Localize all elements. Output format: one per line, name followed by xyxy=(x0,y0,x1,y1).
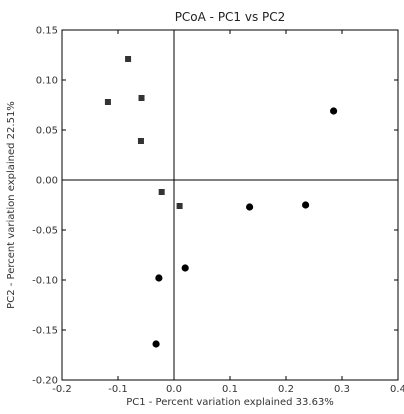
x-axis-label: PC1 - Percent variation explained 33.63% xyxy=(126,397,334,408)
x-tick-label: 0.4 xyxy=(390,384,404,395)
x-tick-label: 0.0 xyxy=(166,384,182,395)
circle-data-point xyxy=(330,107,338,115)
square-data-point xyxy=(138,95,145,101)
data-points xyxy=(104,56,338,348)
x-tick-label: -0.2 xyxy=(52,384,72,395)
x-tick-label: 0.3 xyxy=(334,384,350,395)
y-tick-label: 0.05 xyxy=(36,126,58,137)
circle-data-point xyxy=(302,201,310,209)
y-tick-label: 0.15 xyxy=(36,26,58,37)
y-axis-ticks: -0.20 -0.15 -0.10 -0.05 0.00 0.05 0.10 0.15 xyxy=(32,26,398,387)
x-tick-label: 0.1 xyxy=(222,384,238,395)
square-data-point xyxy=(125,56,132,62)
square-data-point xyxy=(158,189,165,195)
square-data-point xyxy=(176,203,183,209)
y-axis-label: PC2 - Percent variation explained 22.51% xyxy=(6,101,17,309)
circle-data-point xyxy=(152,340,160,348)
reference-lines xyxy=(62,30,398,380)
y-tick-label: 0.00 xyxy=(36,176,58,187)
circle-data-point xyxy=(246,203,254,211)
plot-area-frame xyxy=(61,29,399,381)
x-tick-label: -0.1 xyxy=(108,384,128,395)
y-tick-label: -0.05 xyxy=(32,226,58,237)
square-data-point xyxy=(104,99,111,105)
y-tick-label: -0.20 xyxy=(32,376,58,387)
x-axis-ticks: -0.2 -0.1 0.0 0.1 0.2 0.3 0.4 xyxy=(52,30,404,395)
y-tick-label: -0.15 xyxy=(32,326,58,337)
x-tick-label: 0.2 xyxy=(278,384,294,395)
square-data-point xyxy=(137,138,144,144)
circle-data-point xyxy=(155,274,163,282)
chart-title: PCoA - PC1 vs PC2 xyxy=(175,10,286,24)
circle-data-point xyxy=(181,264,189,272)
y-tick-label: -0.10 xyxy=(32,276,58,287)
y-tick-label: 0.10 xyxy=(36,76,58,87)
